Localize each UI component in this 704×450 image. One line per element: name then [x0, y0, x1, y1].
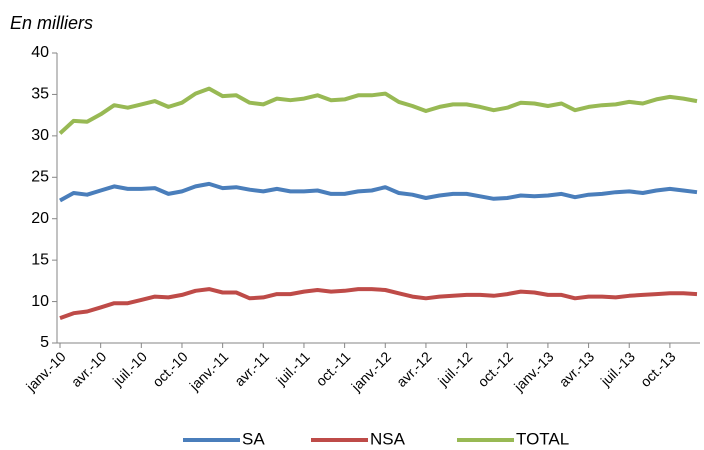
x-tick-label: juil.-12 — [434, 348, 475, 389]
chart-subtitle: En milliers — [10, 13, 93, 33]
y-tick-label: 15 — [31, 251, 49, 268]
x-tick-label: avr.-13 — [556, 348, 598, 390]
x-tick-label: avr.-11 — [231, 348, 272, 389]
x-tick-label: juil.-11 — [272, 348, 313, 389]
legend-label: NSA — [370, 429, 406, 448]
series-line — [59, 181, 698, 203]
legend-label: TOTAL — [516, 429, 569, 448]
x-tick-label: oct.-10 — [149, 348, 191, 390]
y-tick-label: 20 — [31, 210, 49, 227]
y-tick-label: 35 — [31, 86, 49, 103]
y-tick-label: 10 — [31, 293, 49, 310]
legend-label: SA — [242, 429, 265, 448]
series-line — [58, 86, 698, 135]
x-tick-label: juil.-13 — [597, 348, 638, 389]
y-tick-label: 30 — [31, 127, 49, 144]
x-tick-label: janv.-13 — [510, 348, 557, 395]
x-tick-label: oct.-12 — [474, 348, 516, 390]
x-tick-label: oct.-13 — [637, 348, 679, 390]
y-tick-label: 40 — [31, 44, 49, 61]
x-tick-label: janv.-10 — [22, 348, 69, 395]
x-tick-label: avr.-12 — [393, 348, 435, 390]
x-tick-label: janv.-11 — [186, 348, 232, 394]
series-line — [59, 287, 698, 320]
x-tick-label: avr.-10 — [68, 348, 110, 390]
x-tick-label: juil.-10 — [109, 348, 150, 389]
y-tick-label: 5 — [40, 334, 49, 351]
y-tick-label: 25 — [31, 169, 49, 186]
x-tick-label: janv.-12 — [348, 348, 395, 395]
